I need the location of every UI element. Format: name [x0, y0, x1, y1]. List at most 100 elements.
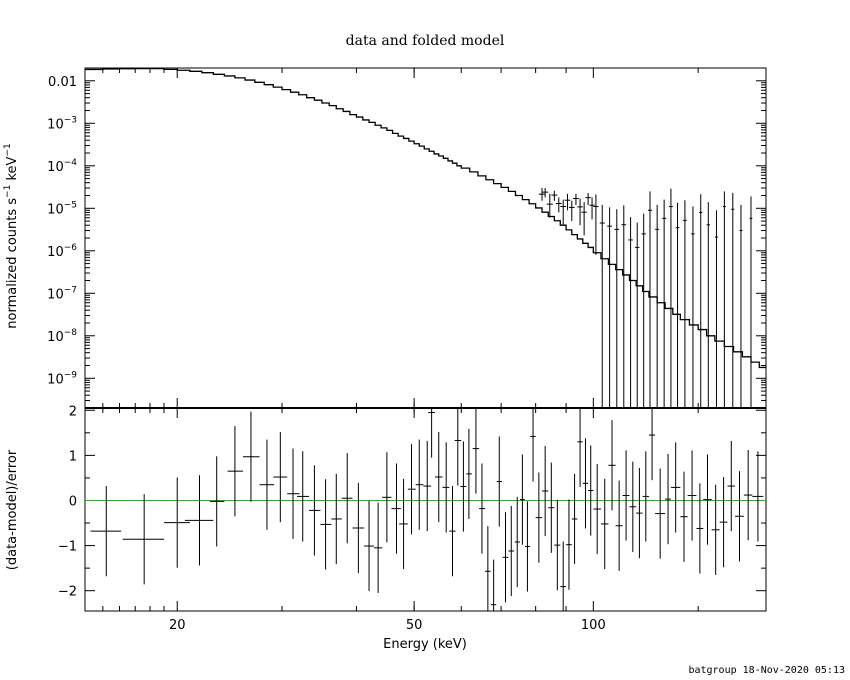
residual-point — [273, 431, 288, 523]
residual-point — [711, 484, 720, 575]
y-tick-label: 2 — [69, 404, 77, 419]
data-point — [581, 202, 587, 236]
residual-points — [90, 408, 764, 611]
data-point — [714, 210, 719, 408]
data-point — [739, 204, 743, 408]
residual-point — [519, 454, 525, 545]
folded-model-step-line — [85, 68, 766, 369]
footer-stamp: batgroup 18-Nov-2020 05:13 — [688, 665, 845, 676]
residual-point — [163, 477, 190, 568]
top-panel-ticks — [85, 67, 766, 409]
bottom-y-axis-label: (data-model)/error — [5, 449, 20, 570]
residual-point — [423, 440, 432, 532]
residual-point — [428, 408, 435, 458]
data-point — [683, 200, 687, 408]
residual-point — [209, 456, 225, 547]
x-tick-labels: 20 50 100 — [169, 618, 606, 633]
x-axis-label: Energy (keV) — [383, 637, 467, 652]
data-point — [675, 202, 680, 408]
residual-point — [571, 473, 578, 565]
data-point — [538, 188, 546, 201]
x-tick-label: 100 — [581, 618, 606, 633]
residual-point — [496, 436, 502, 527]
data-point — [555, 197, 562, 213]
residual-point — [525, 501, 531, 592]
y-tick-label: 10−5 — [47, 200, 77, 217]
residual-point — [600, 478, 609, 570]
chart-title: data and folded model — [346, 33, 505, 49]
residual-point — [309, 465, 321, 556]
residual-point — [341, 453, 353, 544]
residual-point — [502, 512, 509, 603]
residual-point — [485, 526, 491, 611]
y-tick-label: 10−7 — [47, 285, 77, 302]
data-point — [551, 190, 558, 201]
residual-point — [449, 486, 456, 577]
residual-point — [743, 449, 753, 541]
residual-point — [399, 478, 408, 570]
bottom-panel-ticks — [85, 408, 766, 611]
y-tick-label: 1 — [69, 449, 77, 464]
y-tick-label: 0.01 — [48, 75, 77, 90]
y-tick-label: 10−8 — [47, 328, 77, 345]
data-point — [577, 198, 583, 226]
y-tick-label: 10−4 — [47, 158, 77, 175]
data-point — [641, 213, 646, 408]
x-tick-label: 20 — [169, 618, 186, 633]
residual-point — [670, 442, 681, 533]
data-point — [614, 209, 620, 408]
residual-point — [227, 426, 244, 517]
residual-point — [373, 502, 383, 593]
residual-point — [554, 500, 561, 591]
residual-point — [320, 479, 332, 570]
data-point — [699, 194, 703, 408]
data-point — [647, 191, 653, 408]
residual-point — [542, 445, 549, 537]
residual-point — [287, 448, 300, 539]
residual-point — [434, 431, 443, 523]
data-point — [546, 193, 553, 218]
residual-point — [184, 475, 214, 566]
data-point — [593, 194, 599, 255]
residual-point — [352, 482, 365, 574]
residual-point — [696, 483, 704, 574]
residual-point — [442, 442, 450, 533]
data-point — [568, 200, 575, 222]
residual-point — [655, 468, 666, 559]
data-point — [691, 206, 695, 408]
data-point — [669, 188, 673, 408]
data-point — [621, 205, 627, 408]
data-point — [749, 196, 753, 408]
y-tick-label: −1 — [58, 540, 77, 555]
data-point — [655, 204, 660, 408]
residual-point — [665, 454, 671, 545]
residual-point — [514, 496, 520, 588]
top-y-axis-label: normalized counts s−1 keV−1 — [3, 143, 20, 328]
residual-point — [508, 505, 515, 597]
residual-point — [331, 473, 342, 565]
residual-point — [735, 471, 744, 562]
residual-point — [593, 463, 601, 555]
residual-point — [588, 445, 594, 536]
data-point — [731, 192, 735, 408]
y-tick-label: 0 — [69, 494, 77, 509]
residual-point — [364, 500, 374, 592]
y-tick-label: −2 — [58, 585, 77, 600]
data-point — [564, 193, 571, 211]
residual-point — [548, 462, 555, 553]
residual-point — [752, 451, 764, 542]
data-point — [589, 197, 595, 220]
data-point — [585, 192, 591, 205]
data-points — [538, 188, 753, 408]
residual-point — [415, 439, 424, 530]
y-tick-label: 10−9 — [47, 370, 77, 387]
residual-point — [608, 420, 616, 511]
residual-point — [490, 559, 497, 611]
data-point — [560, 199, 567, 226]
y-tick-label: 10−3 — [47, 115, 77, 132]
x-tick-label: 50 — [406, 618, 423, 633]
residual-point — [454, 408, 462, 486]
data-point — [542, 188, 549, 198]
residual-point — [243, 411, 260, 502]
